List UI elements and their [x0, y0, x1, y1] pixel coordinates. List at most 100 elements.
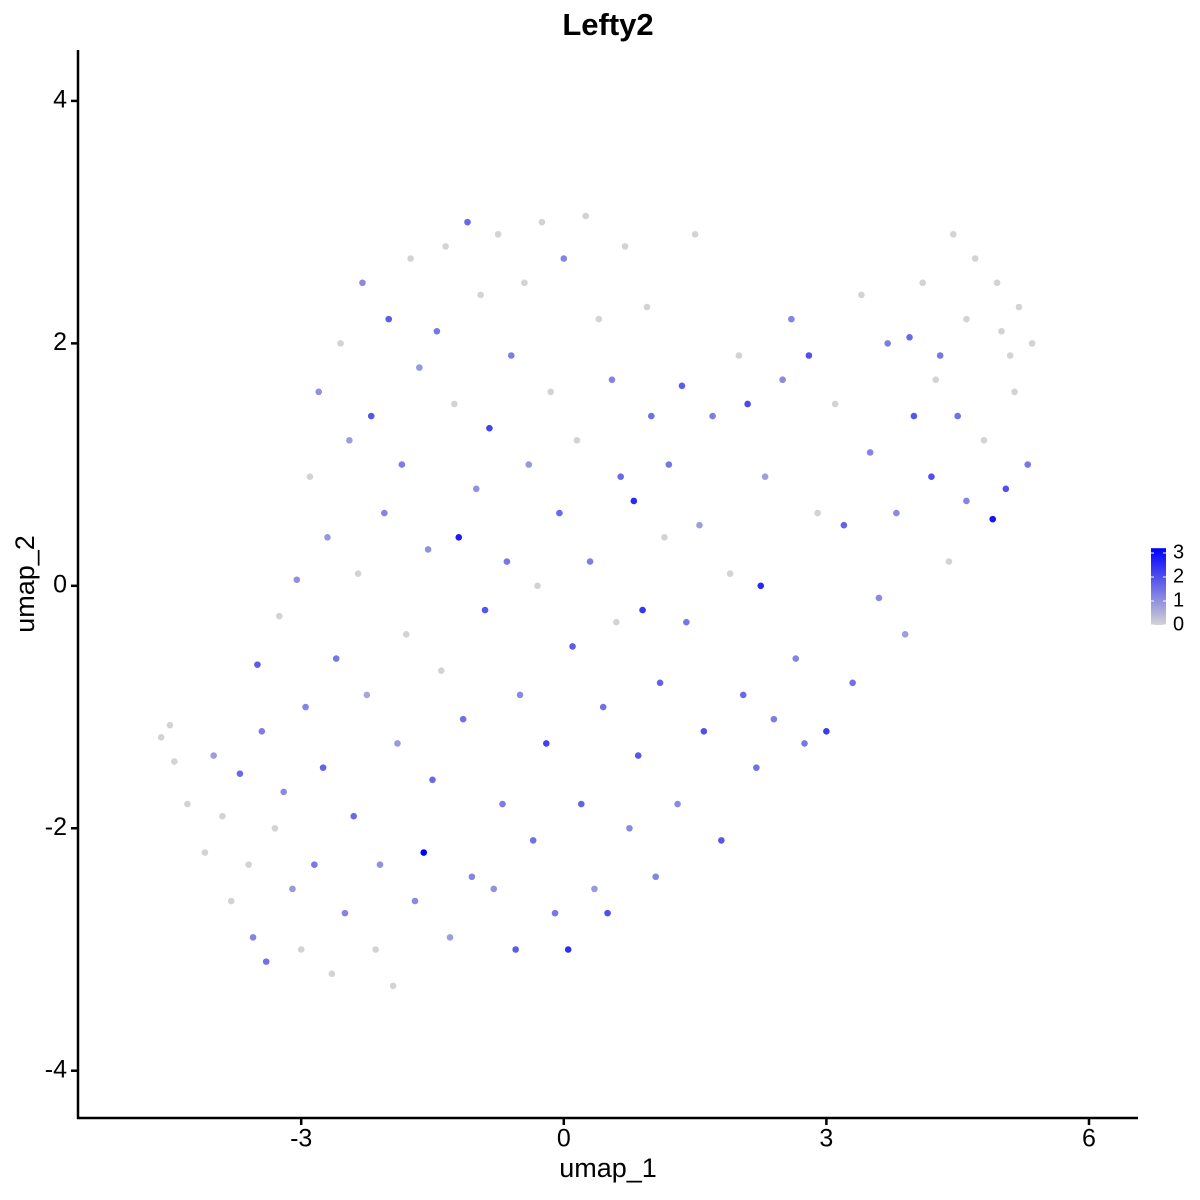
cell-point [481, 606, 489, 614]
cell-point [245, 861, 252, 868]
cell-point [442, 243, 449, 250]
cell-point [604, 909, 611, 917]
cell-point [306, 473, 314, 481]
cell-point [542, 740, 550, 747]
cell-point [464, 218, 471, 226]
cell-point [691, 230, 699, 238]
y-tick-label: 0 [53, 570, 67, 598]
cell-point [1024, 461, 1032, 468]
colorbar-label: 3 [1173, 541, 1184, 563]
cell-point [459, 715, 467, 723]
cell-point [372, 946, 379, 953]
cell-point [709, 412, 716, 420]
cell-point [963, 497, 970, 505]
cell-point [993, 279, 1001, 287]
cell-point [219, 812, 226, 820]
cell-point [928, 473, 935, 481]
cell-point [599, 703, 607, 711]
y-tick-label: -2 [45, 813, 67, 841]
cell-point [367, 412, 375, 420]
cell-point [1006, 352, 1014, 359]
cell-point [608, 376, 616, 384]
cell-point [582, 212, 589, 220]
cell-point [770, 715, 778, 723]
cell-point [227, 897, 235, 905]
cell-point [814, 509, 821, 517]
y-tick-label: 2 [53, 328, 67, 356]
cell-point [516, 691, 524, 699]
cell-point [630, 497, 638, 505]
cell-point [363, 691, 371, 699]
cell-point [385, 315, 393, 323]
cell-point [683, 618, 690, 626]
cell-point [560, 255, 568, 262]
cell-point [446, 934, 454, 941]
cell-point [989, 515, 996, 523]
cell-point [455, 534, 463, 541]
cell-point [849, 679, 856, 687]
cell-point [157, 734, 165, 741]
cell-point [416, 364, 423, 371]
cell-point [744, 400, 751, 408]
cell-point [538, 218, 546, 226]
cell-point [402, 631, 410, 638]
cell-point [437, 667, 445, 674]
cell-point [858, 291, 865, 299]
cell-point [617, 473, 624, 481]
cell-point [289, 885, 296, 893]
cell-point [823, 727, 830, 735]
cell-point [718, 837, 725, 844]
cell-point [643, 303, 651, 311]
cell-point [621, 243, 629, 250]
x-tick-label: 0 [557, 1125, 571, 1153]
cell-point [477, 291, 484, 299]
cell-point [840, 521, 848, 529]
cell-point [998, 327, 1005, 335]
cell-point [433, 327, 441, 335]
cell-point [210, 752, 217, 759]
cell-point [424, 546, 432, 553]
cell-point [468, 873, 476, 881]
cell-point [381, 509, 388, 517]
cell-point [875, 594, 883, 602]
cell-point [507, 352, 515, 359]
cell-point [652, 873, 660, 881]
cell-point [788, 315, 795, 323]
points [157, 212, 1036, 990]
cell-point [254, 661, 261, 668]
cell-point [534, 582, 541, 590]
cell-point [700, 727, 708, 735]
cell-point [170, 758, 178, 765]
cell-point [910, 412, 918, 420]
cell-point [963, 315, 970, 323]
cell-point [884, 340, 891, 347]
cell-point [634, 752, 642, 759]
cell-point [490, 885, 498, 893]
cell-point [201, 849, 209, 856]
cell-point [761, 473, 769, 481]
cell-point [573, 437, 581, 444]
cell-point [831, 400, 839, 408]
cell-point [350, 812, 358, 820]
cell-point [494, 230, 502, 238]
cell-point [407, 255, 414, 262]
cell-point [166, 721, 174, 729]
cell-point [726, 570, 734, 577]
cell-point [626, 824, 633, 832]
cell-point [324, 534, 331, 541]
cell-point [359, 279, 366, 287]
cell-point [184, 800, 191, 808]
cell-point [337, 340, 344, 347]
cell-point [346, 437, 353, 444]
cell-point [451, 400, 458, 408]
cell-point [674, 800, 681, 808]
cell-point [980, 437, 988, 444]
cell-point [547, 388, 554, 396]
cell-point [779, 376, 786, 384]
cell-point [613, 618, 620, 626]
cell-point [341, 909, 349, 917]
cell-point [945, 558, 953, 565]
cell-point [586, 558, 594, 565]
cell-point [1015, 303, 1023, 311]
cell-point [564, 946, 572, 953]
